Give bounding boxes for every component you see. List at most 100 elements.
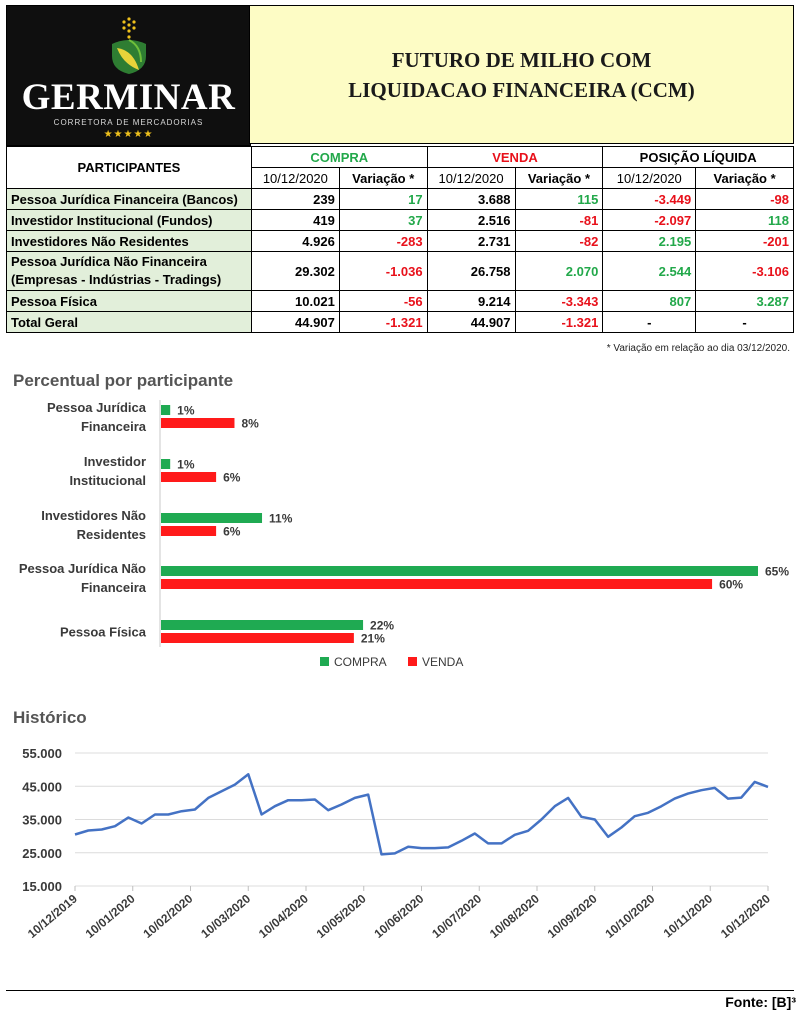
bar-venda <box>161 579 713 589</box>
data-label: 6% <box>223 525 241 539</box>
bar-venda <box>161 472 217 482</box>
corn-leaf-icon <box>112 17 146 74</box>
cell-venda: 44.907 <box>426 311 516 333</box>
cell-venda-var: -81 <box>514 209 604 231</box>
table-row: Pessoa Física 10.021 -56 9.214 -3.343 80… <box>6 290 794 312</box>
cell-venda-var: 2.070 <box>514 251 604 291</box>
category-label: Financeira <box>81 419 147 434</box>
subheader-date: 10/12/2020 <box>602 167 697 189</box>
line-chart-title: Histórico <box>13 708 87 727</box>
category-label: Pessoa Jurídica <box>47 400 147 415</box>
x-tick-label: 10/12/2020 <box>718 891 773 941</box>
x-tick-label: 10/02/2020 <box>140 891 195 941</box>
brand-logo: GERMINAR CORRETORA DE MERCADORIAS ★★★★★ <box>6 5 251 146</box>
cell-venda-var: -1.321 <box>514 311 604 333</box>
legend-swatch-compra <box>320 657 329 666</box>
cell-compra: 239 <box>250 188 340 210</box>
table-row: Investidor Institucional (Fundos) 419 37… <box>6 209 794 231</box>
subheader-var: Variação * <box>514 167 604 189</box>
data-label: 1% <box>177 458 195 472</box>
table-row: Pessoa Jurídica Não Financeira (Empresas… <box>6 251 794 291</box>
cell-compra-var: 37 <box>338 209 428 231</box>
table-row: Pessoa Jurídica Financeira (Bancos) 239 … <box>6 188 794 210</box>
cell-compra-var: 17 <box>338 188 428 210</box>
x-tick-label: 10/09/2020 <box>545 891 600 941</box>
bar-venda <box>161 418 235 428</box>
bar-venda <box>161 526 217 536</box>
cell-venda: 2.731 <box>426 230 516 252</box>
cell-compra-var: -1.036 <box>338 251 428 291</box>
cell-pos: -2.097 <box>602 209 697 231</box>
legend-swatch-venda <box>408 657 417 666</box>
cell-compra-var: -56 <box>338 290 428 312</box>
category-label: Residentes <box>77 527 146 542</box>
cell-pos-var: -98 <box>695 188 794 210</box>
title-line-1: FUTURO DE MILHO COM <box>391 47 652 72</box>
row-label: Total Geral <box>6 311 252 333</box>
cell-venda-var: 115 <box>514 188 604 210</box>
category-label: Financeira <box>81 580 147 595</box>
table-row: Investidores Não Residentes 4.926 -283 2… <box>6 230 794 252</box>
legend-label-venda: VENDA <box>422 655 463 669</box>
data-label: 6% <box>223 471 241 485</box>
cell-venda: 3.688 <box>426 188 516 210</box>
report-title: FUTURO DE MILHO COM LIQUIDACAO FINANCEIR… <box>249 5 794 144</box>
cell-pos: - <box>602 311 697 333</box>
cell-pos: 807 <box>602 290 697 312</box>
data-label: 65% <box>765 565 789 579</box>
bar-compra <box>161 459 171 469</box>
cell-venda: 2.516 <box>426 209 516 231</box>
x-tick-label: 10/11/2020 <box>661 891 716 940</box>
title-line-2: LIQUIDACAO FINANCEIRA (CCM) <box>348 77 695 102</box>
bar-venda <box>161 633 354 643</box>
subheader-var: Variação * <box>695 167 794 189</box>
x-tick-label: 10/12/2019 <box>25 891 80 941</box>
x-tick-label: 10/05/2020 <box>314 891 369 941</box>
row-label-line-1: Pessoa Jurídica Não Financeira <box>11 254 207 269</box>
cell-compra: 29.302 <box>250 251 340 291</box>
cell-pos-var: -201 <box>695 230 794 252</box>
table-sub-header: 10/12/2020 Variação * 10/12/2020 Variaçã… <box>7 167 794 189</box>
group-posicao: POSIÇÃO LÍQUIDA <box>602 146 794 168</box>
cell-venda-var: -3.343 <box>514 290 604 312</box>
cell-pos-var: 3.287 <box>695 290 794 312</box>
data-label: 22% <box>370 619 394 633</box>
legend-label-compra: COMPRA <box>334 655 387 669</box>
cell-compra-var: -283 <box>338 230 428 252</box>
row-label-line-2: (Empresas - Indústrias - Tradings) <box>11 272 222 287</box>
data-label: 11% <box>269 512 293 526</box>
y-tick-label: 45.000 <box>22 779 62 794</box>
cell-pos: 2.544 <box>602 251 697 291</box>
category-label: Institucional <box>69 473 146 488</box>
x-tick-label: 10/08/2020 <box>487 891 542 941</box>
bar-chart-title: Percentual por participante <box>13 371 234 390</box>
category-label: Pessoa Física <box>60 625 147 640</box>
table-row-total: Total Geral 44.907 -1.321 44.907 -1.321 … <box>6 311 794 333</box>
x-tick-label: 10/10/2020 <box>602 891 657 941</box>
x-tick-label: 10/04/2020 <box>256 891 311 941</box>
y-tick-label: 25.000 <box>22 846 62 861</box>
brand-stars: ★★★★★ <box>103 129 154 140</box>
bottom-divider <box>6 990 794 991</box>
cell-venda: 26.758 <box>426 251 516 291</box>
row-label: Investidor Institucional (Fundos) <box>6 209 252 231</box>
subheader-var: Variação * <box>338 167 428 189</box>
cell-compra: 4.926 <box>250 230 340 252</box>
cell-pos-var: -3.106 <box>695 251 794 291</box>
y-tick-label: 55.000 <box>22 746 62 761</box>
table-group-header: PARTICIPANTES COMPRA VENDA POSIÇÃO LÍQUI… <box>6 146 794 189</box>
brand-subtitle: CORRETORA DE MERCADORIAS <box>53 118 204 127</box>
group-venda: VENDA <box>426 146 604 168</box>
cell-venda: 9.214 <box>426 290 516 312</box>
bar-compra <box>161 566 758 576</box>
row-label: Pessoa Jurídica Financeira (Bancos) <box>6 188 252 210</box>
source-label: Fonte: [B]³ <box>725 994 796 1010</box>
data-label: 8% <box>241 417 259 431</box>
cell-compra: 419 <box>250 209 340 231</box>
row-label: Pessoa Jurídica Não Financeira (Empresas… <box>6 251 252 291</box>
subheader-date: 10/12/2020 <box>426 167 516 189</box>
history-line <box>74 773 769 856</box>
bar-compra <box>161 405 171 415</box>
cell-compra: 44.907 <box>250 311 340 333</box>
positions-table: PARTICIPANTES COMPRA VENDA POSIÇÃO LÍQUI… <box>6 146 794 333</box>
